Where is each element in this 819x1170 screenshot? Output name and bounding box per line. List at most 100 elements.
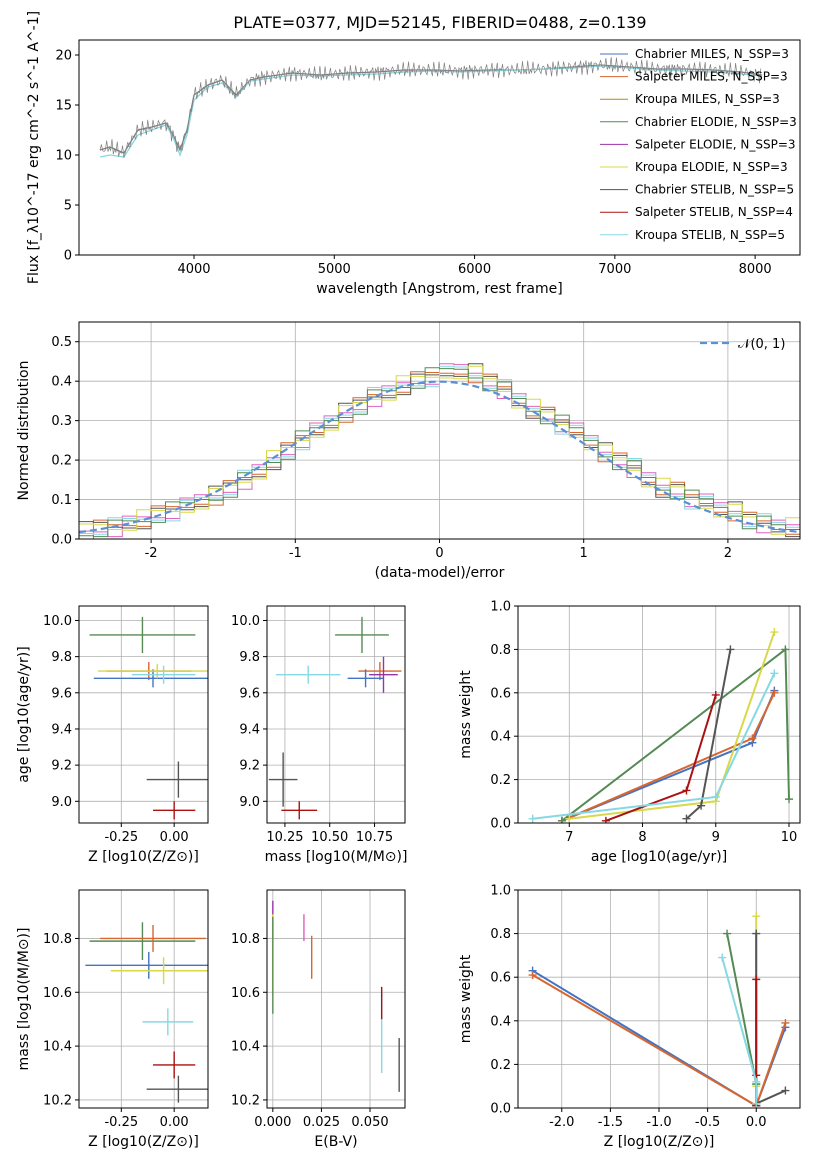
x-tick-label: -0.5 [695,1115,720,1130]
ticks: -0.25 0.00 9.0 9.2 9.4 9.6 9.8 10.0 [43,614,189,845]
data-point [335,616,389,654]
x-axis-label: Z [log10(Z/Z⊙)] [88,849,199,865]
y-tick-label: 0.4 [51,375,72,390]
y-tick-label: 20 [55,49,72,64]
data-layer [528,628,794,823]
chart-massweight-vs-age: 7 8 9 10 0.0 0.2 0.4 0.6 0.8 1.0 age [log10(age/yr… [458,600,801,865]
series-marker [682,786,691,795]
y-tick-label: 9.6 [239,686,260,701]
y-tick-label: 10.4 [231,1040,260,1055]
chart-mass-vs-Z: -0.25 0.00 10.2 10.4 10.6 10.8 Z [log10(Z/Z⊙)]… [16,889,209,1150]
spectrum-line [99,64,763,154]
series-marker [785,795,794,804]
y-tick-label: 10.6 [231,986,260,1001]
series-line [532,672,776,820]
x-tick-label: -0.25 [104,1115,138,1130]
y-tick-label: 0.8 [490,927,511,942]
y-tick-label: 9.0 [51,795,72,810]
series-marker [752,929,761,938]
x-tick-label: 1 [580,546,588,561]
ticks: -2.0 -1.5 -1.0 -0.5 0.0 0.0 0.2 0.4 0.6 0.8 1.0 [490,884,766,1131]
data-point [369,656,398,693]
data-layer [272,900,400,1092]
chart-age-vs-mass: 10.25 10.50 10.75 9.0 9.2 9.4 9.6 9.8 10.0 mass [… [231,605,407,865]
series-marker [718,953,727,962]
y-tick-label: 9.4 [51,722,72,737]
data-point [275,665,341,684]
y-tick-label: 10.0 [43,614,72,629]
data-point [85,951,208,979]
x-axis-label: Z [log10(Z/Z⊙)] [604,1134,715,1150]
data-point [142,1008,194,1036]
x-tick-label: 0 [435,546,443,561]
panels-layer: Chabrier MILES, N_SSP=3 Salpeter MILES, N… [16,11,801,1150]
series-marker [781,645,790,654]
ticks: 7 8 9 10 0.0 0.2 0.4 0.6 0.8 1.0 [490,600,797,846]
y-tick-label: 0.3 [51,414,72,429]
x-tick-label: 6000 [458,262,491,277]
series-marker [682,814,691,823]
series-marker [752,912,761,921]
y-axis-label: mass weight [458,670,474,759]
y-tick-label: 9.6 [51,686,72,701]
x-tick-label: -1 [289,546,302,561]
data-point [153,801,196,820]
x-tick-label: 10.25 [266,830,303,845]
ticks: -0.25 0.00 10.2 10.4 10.6 10.8 [43,932,189,1130]
series-line [685,649,732,820]
legend-label: Kroupa STELIB, N_SSP=5 [635,228,785,242]
histogram-step [79,365,800,535]
chart-massweight-vs-Z: -2.0 -1.5 -1.0 -0.5 0.0 0.0 0.2 0.4 0.6 0.8 1.0 Z [… [458,884,801,1150]
series-marker [557,816,566,823]
y-tick-label: 0.0 [51,533,72,548]
series-marker [770,688,779,697]
x-tick-label: 8000 [739,262,772,277]
data-layer [79,363,800,539]
y-tick-label: 1.0 [490,884,511,899]
y-tick-label: 10.2 [231,1093,260,1108]
x-tick-label: 9 [712,830,720,845]
y-tick-label: 10.6 [43,986,72,1001]
x-tick-label: -2.0 [549,1115,574,1130]
axes-frame [78,605,209,824]
data-layer [99,57,763,158]
legend-label: Salpeter STELIB, N_SSP=4 [635,205,793,219]
y-tick-label: 1.0 [490,600,511,615]
legend-label: Chabrier STELIB, N_SSP=5 [635,183,794,197]
x-tick-label: 7000 [598,262,631,277]
x-tick-label: -2 [145,546,158,561]
series-marker [711,690,720,699]
y-axis-label: age [log10(age/yr)] [16,646,32,782]
series-marker [770,669,779,678]
series-marker [752,1077,761,1086]
x-axis-label: wavelength [Angstrom, rest frame] [316,281,562,297]
figure-title: PLATE=0377, MJD=52145, FIBERID=0488, z=0… [233,13,646,32]
y-axis-label: Normed distribution [16,361,32,501]
y-tick-label: 0.2 [490,1058,511,1073]
legend-label: Kroupa ELODIE, N_SSP=3 [635,160,788,174]
data-layer [268,616,402,820]
data-layer [85,922,208,1103]
ticks: 4000 5000 6000 7000 8000 0 5 10 15 20 [55,49,771,278]
y-tick-label: 0.2 [51,454,72,469]
y-tick-label: 10.4 [43,1040,72,1055]
data-point [281,801,318,820]
axes-frame [517,605,801,824]
y-tick-label: 0.6 [490,686,511,701]
data-point [98,663,208,679]
y-axis-label: mass weight [458,954,474,1043]
data-point [347,669,384,688]
data-point [100,924,206,952]
data-point [89,922,196,960]
series-marker [697,801,706,810]
y-tick-label: 9.8 [51,650,72,665]
x-tick-label: -0.25 [104,830,138,845]
y-tick-label: 9.4 [239,722,260,737]
x-tick-label: 10 [781,830,798,845]
legend-label: 𝒩(0, 1) [738,337,785,352]
y-tick-label: 10.8 [43,932,72,947]
series-marker [748,734,757,743]
legend-label: Salpeter ELODIE, N_SSP=3 [635,137,796,151]
y-tick-label: 0.1 [51,493,72,508]
